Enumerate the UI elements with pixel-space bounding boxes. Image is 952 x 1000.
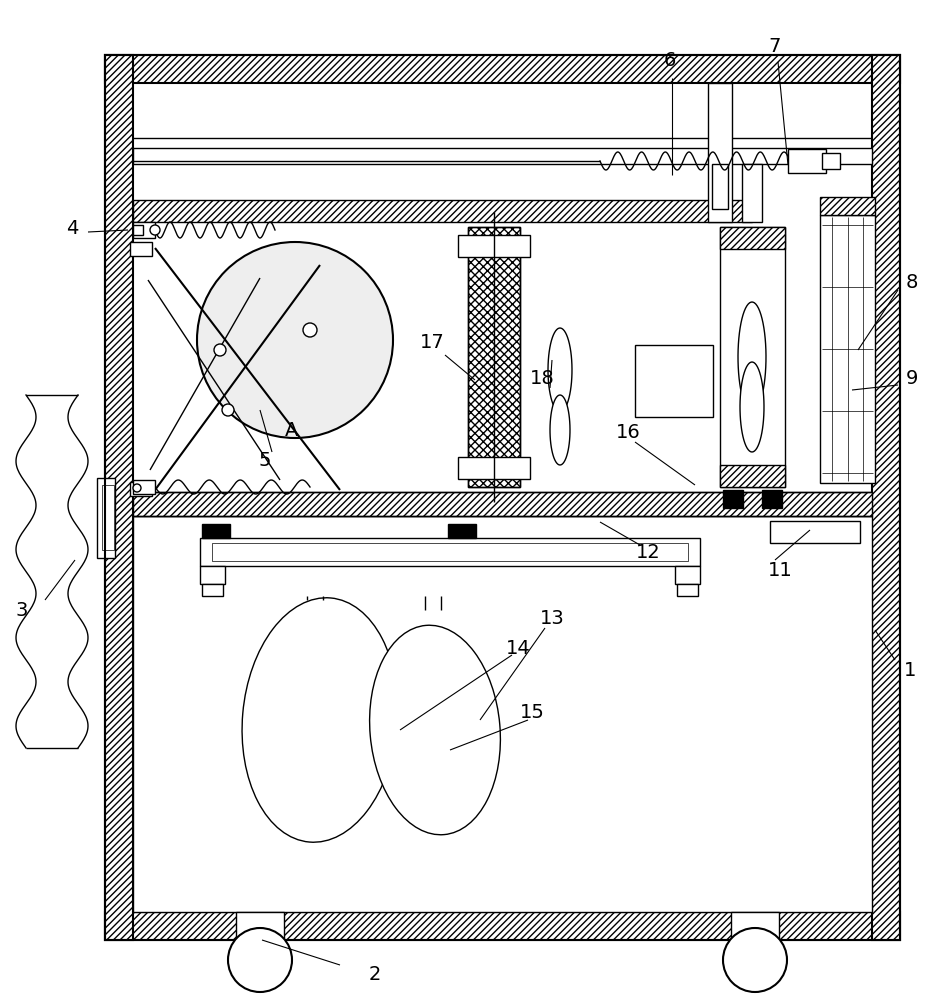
Bar: [458, 235, 530, 257]
Bar: [97, 478, 115, 558]
Bar: [202, 524, 230, 538]
Bar: [133, 480, 155, 494]
Circle shape: [150, 225, 160, 235]
Ellipse shape: [242, 598, 398, 842]
Bar: [675, 566, 700, 584]
Circle shape: [723, 928, 787, 992]
Text: A: A: [286, 420, 299, 440]
Circle shape: [222, 404, 234, 416]
Circle shape: [133, 484, 141, 492]
Bar: [458, 457, 530, 479]
Bar: [822, 153, 840, 169]
Bar: [468, 227, 520, 487]
Bar: [762, 490, 782, 508]
Bar: [105, 55, 900, 83]
Text: 17: 17: [420, 332, 445, 352]
Bar: [105, 55, 900, 940]
Bar: [448, 524, 476, 538]
Text: 8: 8: [905, 272, 918, 292]
Text: 12: 12: [636, 542, 661, 562]
Circle shape: [214, 344, 226, 356]
Bar: [133, 222, 155, 238]
Ellipse shape: [369, 625, 501, 835]
Bar: [105, 55, 133, 940]
Text: 4: 4: [66, 219, 78, 237]
Polygon shape: [548, 328, 572, 412]
Bar: [133, 492, 872, 516]
Text: 16: 16: [616, 422, 641, 442]
Circle shape: [228, 928, 292, 992]
Text: 1: 1: [903, 660, 916, 680]
Bar: [102, 485, 114, 550]
Bar: [872, 55, 900, 940]
Bar: [468, 227, 520, 487]
Bar: [708, 83, 732, 222]
Bar: [130, 242, 152, 256]
Bar: [720, 227, 785, 249]
Bar: [770, 521, 860, 543]
Bar: [212, 543, 688, 561]
Bar: [133, 148, 872, 164]
Bar: [820, 215, 875, 483]
Bar: [236, 912, 284, 938]
Circle shape: [303, 323, 317, 337]
Bar: [105, 55, 900, 940]
Text: 13: 13: [540, 608, 565, 628]
Text: 14: 14: [506, 639, 530, 658]
Text: 7: 7: [769, 37, 782, 56]
Text: 6: 6: [664, 50, 676, 70]
Bar: [635, 345, 713, 417]
Bar: [712, 164, 728, 209]
Text: 5: 5: [259, 450, 271, 470]
Bar: [468, 227, 520, 487]
Text: 2: 2: [368, 966, 381, 984]
Text: 15: 15: [520, 702, 545, 722]
Bar: [731, 912, 779, 938]
Bar: [133, 200, 752, 222]
Bar: [720, 227, 785, 487]
Bar: [133, 225, 143, 235]
Bar: [200, 566, 225, 584]
Bar: [742, 164, 762, 222]
Polygon shape: [738, 302, 766, 412]
Bar: [130, 482, 152, 496]
Bar: [788, 149, 826, 173]
Polygon shape: [740, 362, 764, 452]
Text: 18: 18: [529, 368, 554, 387]
Circle shape: [197, 242, 393, 438]
Bar: [723, 490, 743, 508]
Text: 11: 11: [767, 560, 792, 580]
Bar: [202, 584, 223, 596]
Bar: [820, 197, 875, 215]
Bar: [677, 584, 698, 596]
Bar: [105, 912, 900, 940]
Bar: [200, 538, 700, 566]
Bar: [720, 465, 785, 487]
Polygon shape: [550, 395, 570, 465]
Bar: [133, 516, 872, 912]
Text: 3: 3: [16, 600, 29, 619]
Text: 9: 9: [905, 368, 918, 387]
